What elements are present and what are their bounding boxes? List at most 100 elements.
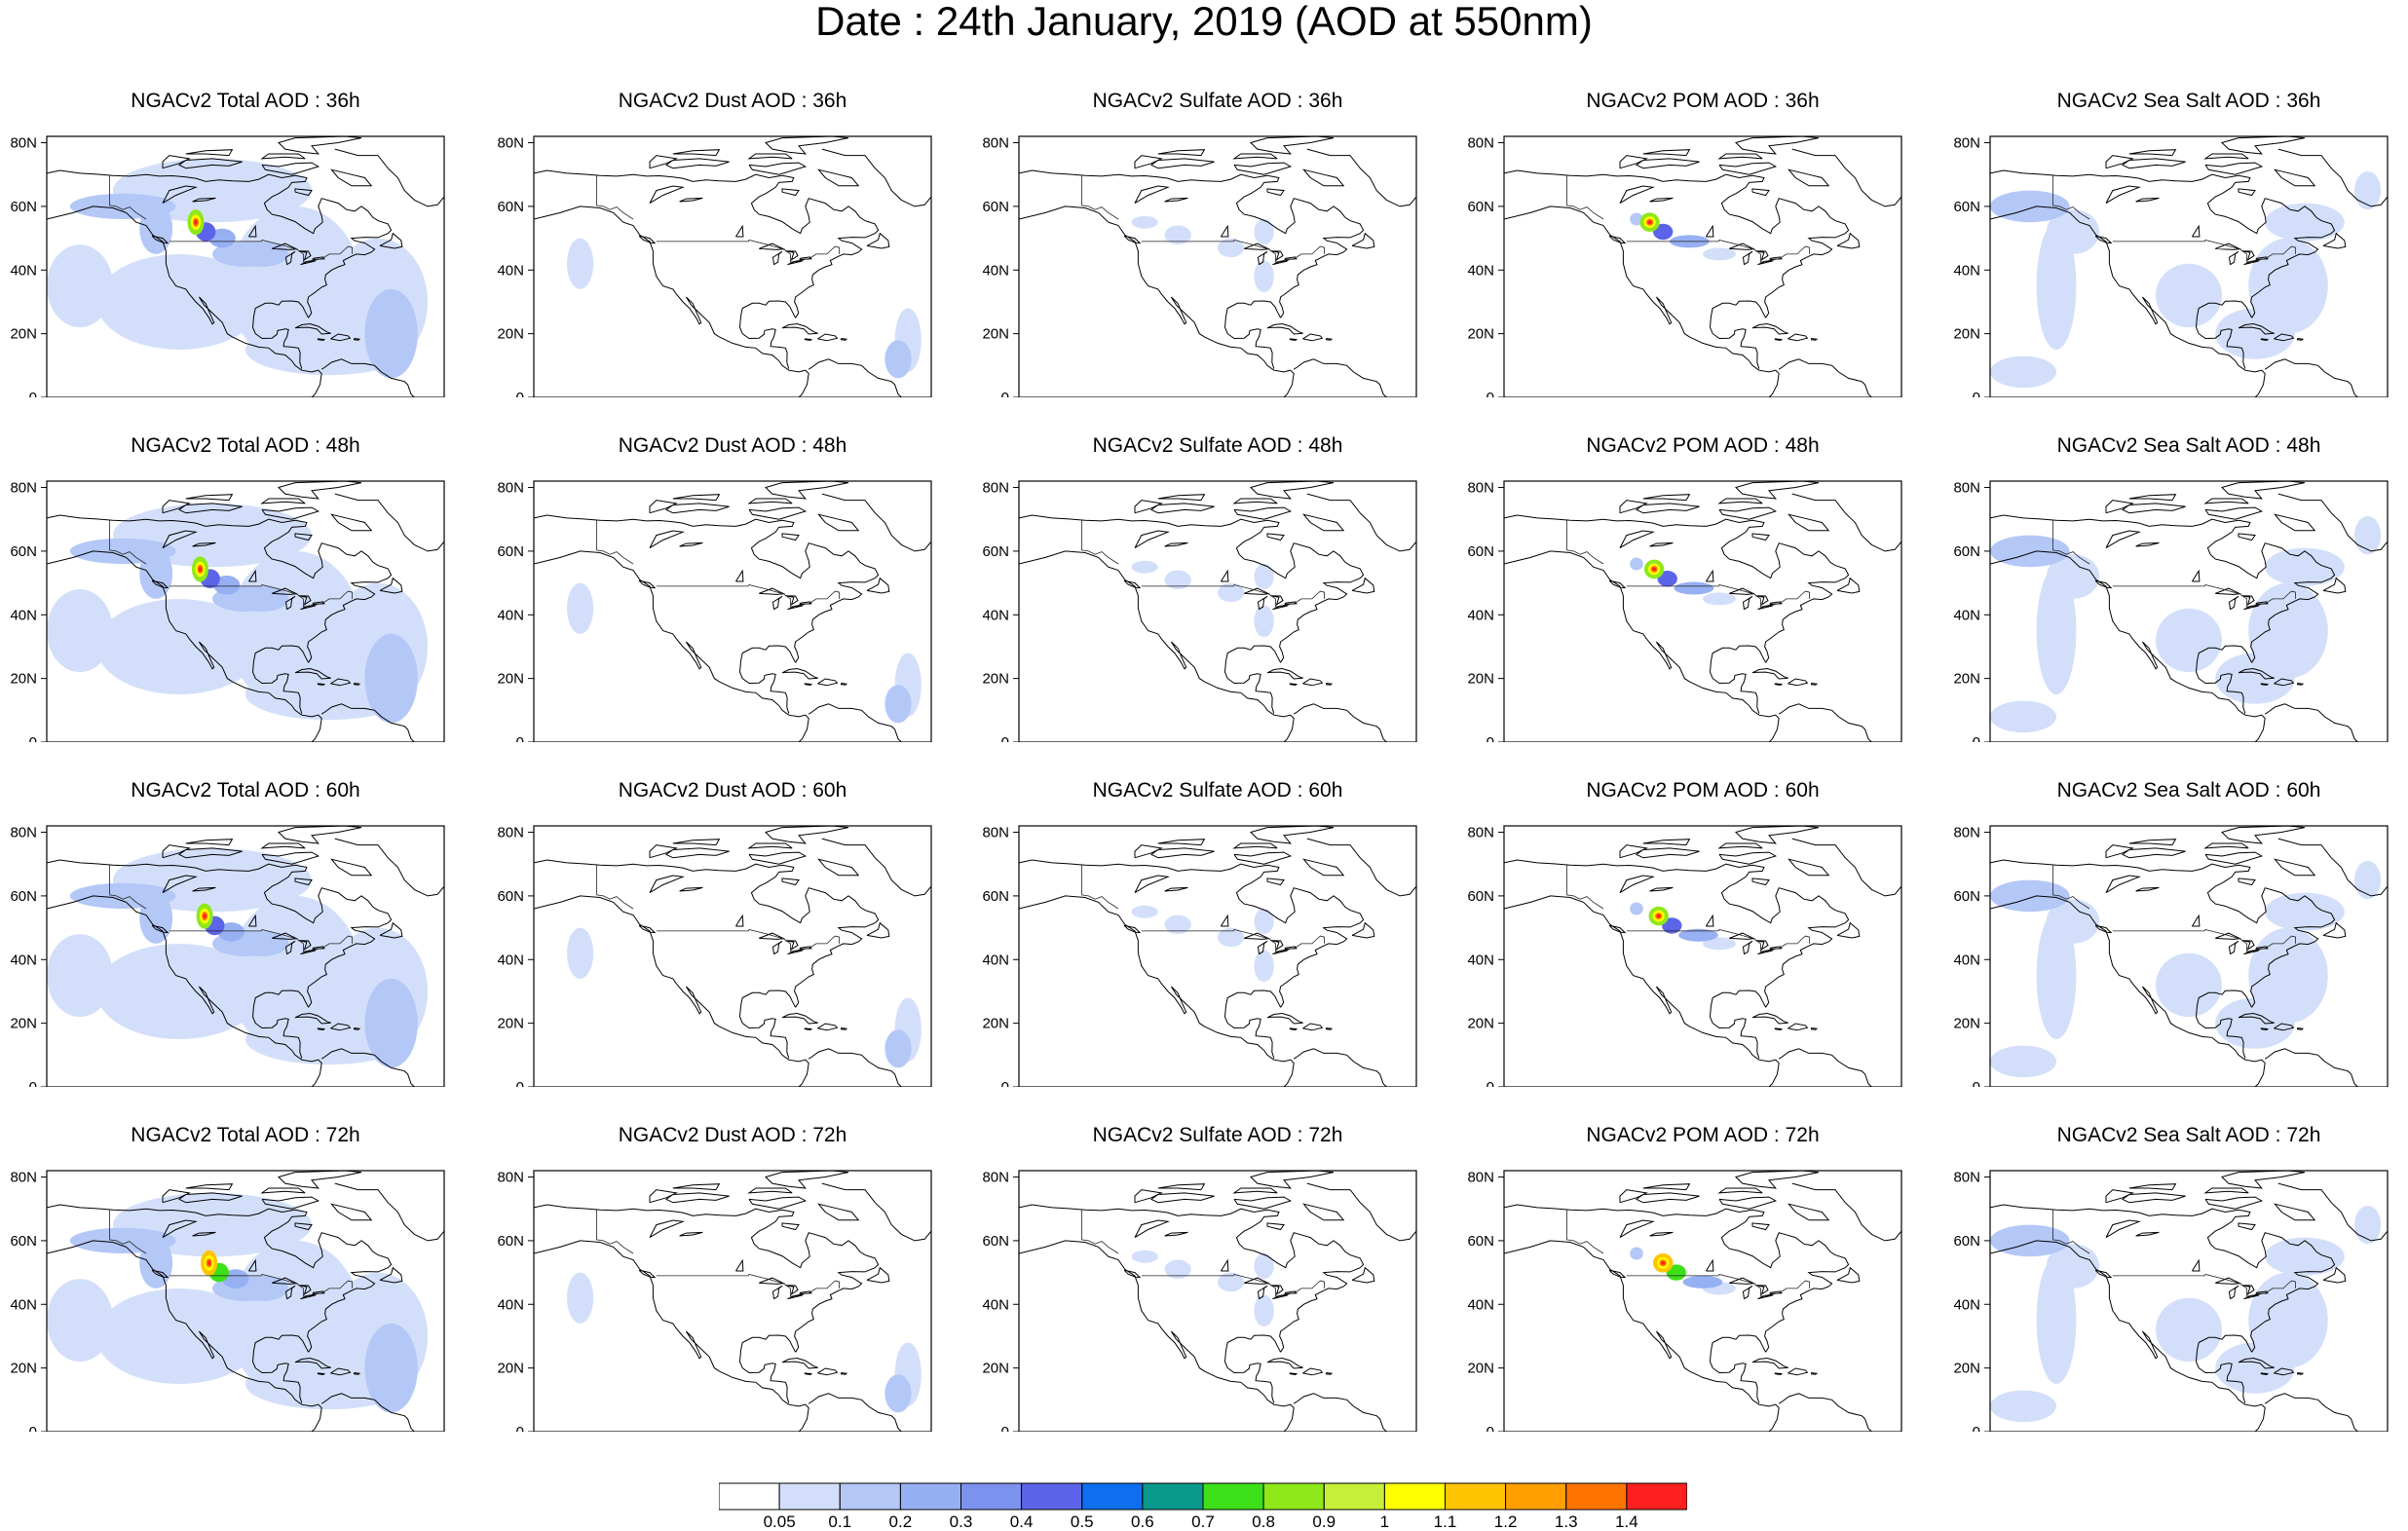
coastline bbox=[1351, 921, 1375, 939]
coastline bbox=[1270, 595, 1284, 606]
coastline bbox=[2243, 950, 2261, 955]
coastline bbox=[2122, 1192, 2186, 1204]
coastline bbox=[785, 250, 799, 261]
map-panel-total-48h: NGACv2 Total AOD : 48h160W140W120W100W80… bbox=[0, 434, 458, 746]
coastline bbox=[1244, 1277, 1271, 1285]
coastline bbox=[2105, 1219, 2141, 1239]
aod-field-patch bbox=[1630, 212, 1643, 226]
panel-title: NGACv2 POM AOD : 36h bbox=[1586, 90, 1820, 112]
coastline bbox=[672, 494, 721, 502]
coastline bbox=[808, 1048, 902, 1087]
coastline bbox=[284, 595, 296, 611]
colorbar-label: 0.6 bbox=[1131, 1512, 1154, 1531]
coastline bbox=[1608, 924, 1627, 934]
coastline bbox=[1270, 1285, 1284, 1295]
coastline bbox=[2238, 1357, 2275, 1369]
coastline bbox=[866, 1266, 890, 1284]
coastline bbox=[330, 1023, 352, 1031]
coastline bbox=[1774, 1372, 1784, 1376]
coastline bbox=[2243, 260, 2261, 266]
y-tick-label: 80N bbox=[1467, 135, 1494, 152]
coastline bbox=[1272, 1294, 1290, 1300]
coastline bbox=[2228, 1285, 2239, 1300]
coastline bbox=[1220, 569, 1229, 582]
coastline bbox=[1233, 1196, 1293, 1210]
coastline bbox=[821, 1171, 931, 1242]
aod-field-patch bbox=[1131, 905, 1158, 918]
aod-field-patch bbox=[884, 1374, 912, 1413]
aod-field-patch bbox=[139, 203, 173, 254]
coastline bbox=[866, 921, 890, 939]
coastline bbox=[665, 847, 730, 859]
country-border bbox=[169, 584, 353, 608]
y-tick-label: 0 bbox=[1001, 1424, 1009, 1432]
y-tick-label: 80N bbox=[497, 135, 524, 152]
y-tick-label: 40N bbox=[982, 262, 1009, 279]
aod-field-patch bbox=[47, 244, 113, 328]
country-border bbox=[1566, 1210, 1604, 1254]
coastline bbox=[817, 678, 839, 687]
y-tick-label: 0 bbox=[1486, 390, 1494, 397]
coastline bbox=[2105, 844, 2134, 859]
colorbar-label: 0.1 bbox=[828, 1512, 852, 1531]
coastline bbox=[2204, 851, 2264, 865]
aod-field-patch bbox=[1682, 1275, 1723, 1288]
coastline bbox=[1164, 541, 1188, 547]
aod-field-patch bbox=[2354, 171, 2382, 210]
map-panel-dust-72h: NGACv2 Dust AOD : 72h160W140W120W100W80W… bbox=[487, 1124, 945, 1436]
coastline bbox=[300, 950, 318, 955]
coastline bbox=[1272, 605, 1290, 611]
aod-plume-core bbox=[194, 219, 198, 225]
coastline bbox=[1326, 1372, 1334, 1375]
y-tick-label: 0 bbox=[29, 734, 37, 742]
coastline bbox=[1306, 1171, 1416, 1242]
coastline bbox=[1232, 1187, 1278, 1194]
map-panel-dust-48h: NGACv2 Dust AOD : 48h160W140W120W100W80W… bbox=[487, 434, 945, 746]
coastline bbox=[354, 683, 361, 686]
coastline bbox=[1019, 205, 1295, 397]
colorbar-label: 0.3 bbox=[949, 1512, 973, 1531]
aod-plume-core bbox=[199, 567, 202, 572]
plot-frame bbox=[1989, 135, 2389, 397]
y-tick-label: 80N bbox=[497, 480, 524, 497]
coastline bbox=[1791, 1171, 1901, 1242]
coastline bbox=[2274, 858, 2316, 877]
aod-field-patch bbox=[1630, 1247, 1643, 1260]
coastline bbox=[759, 932, 786, 940]
aod-field-patch bbox=[364, 288, 418, 379]
y-tick-label: 40N bbox=[10, 952, 37, 968]
coastline bbox=[821, 481, 931, 552]
coastline bbox=[2238, 188, 2256, 197]
plot-frame bbox=[46, 1170, 445, 1432]
coastline bbox=[1787, 1203, 1830, 1221]
map-plot: 160W140W120W100W80W60W40W020N40N60N80N bbox=[1467, 480, 1902, 742]
coastline bbox=[2195, 990, 2253, 1059]
coastline bbox=[2277, 826, 2388, 897]
coastline bbox=[2264, 1393, 2358, 1432]
aod-field-patch bbox=[1990, 355, 2056, 389]
y-tick-label: 20N bbox=[1467, 326, 1494, 343]
coastline bbox=[765, 136, 849, 155]
coastline bbox=[1751, 188, 1770, 197]
coastline bbox=[1705, 1258, 1714, 1272]
coastline bbox=[1504, 169, 1850, 318]
plot-frame bbox=[1503, 1170, 1902, 1432]
coastline bbox=[192, 1231, 216, 1237]
coastline bbox=[2203, 1187, 2249, 1194]
coastline bbox=[330, 1203, 373, 1221]
aod-field-patch bbox=[47, 1279, 113, 1363]
coastline bbox=[354, 1372, 361, 1375]
coastline bbox=[2203, 153, 2249, 160]
aod-field-patch bbox=[1164, 915, 1191, 935]
plot-frame bbox=[1018, 480, 1417, 742]
y-tick-label: 80N bbox=[497, 1170, 524, 1186]
coastline bbox=[804, 1372, 813, 1376]
coastline bbox=[747, 1187, 793, 1194]
colorbar-swatch bbox=[899, 1482, 961, 1511]
aod-field-patch bbox=[1254, 563, 1274, 590]
coastline bbox=[1990, 859, 2336, 1008]
coastline bbox=[1270, 940, 1284, 951]
colorbar-label: 0.05 bbox=[763, 1512, 796, 1531]
coastline bbox=[278, 826, 362, 844]
coastline bbox=[1257, 250, 1268, 266]
